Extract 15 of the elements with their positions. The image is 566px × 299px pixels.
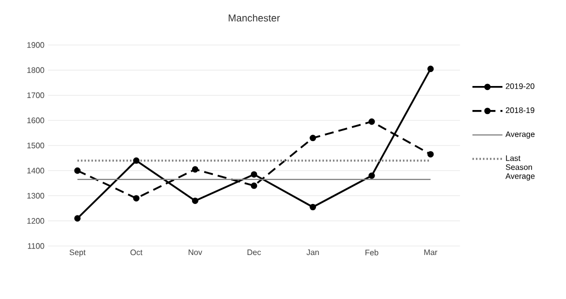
point [192,198,198,204]
point [133,195,140,202]
point [74,167,81,174]
point [250,182,258,189]
point [310,134,316,142]
point [368,118,375,125]
point [250,171,258,178]
point [427,151,434,158]
point [368,172,375,179]
chart-title: Manchester [228,14,280,22]
point [133,157,140,164]
point [74,215,81,222]
point [427,66,434,72]
point [310,204,316,210]
point [192,166,198,173]
